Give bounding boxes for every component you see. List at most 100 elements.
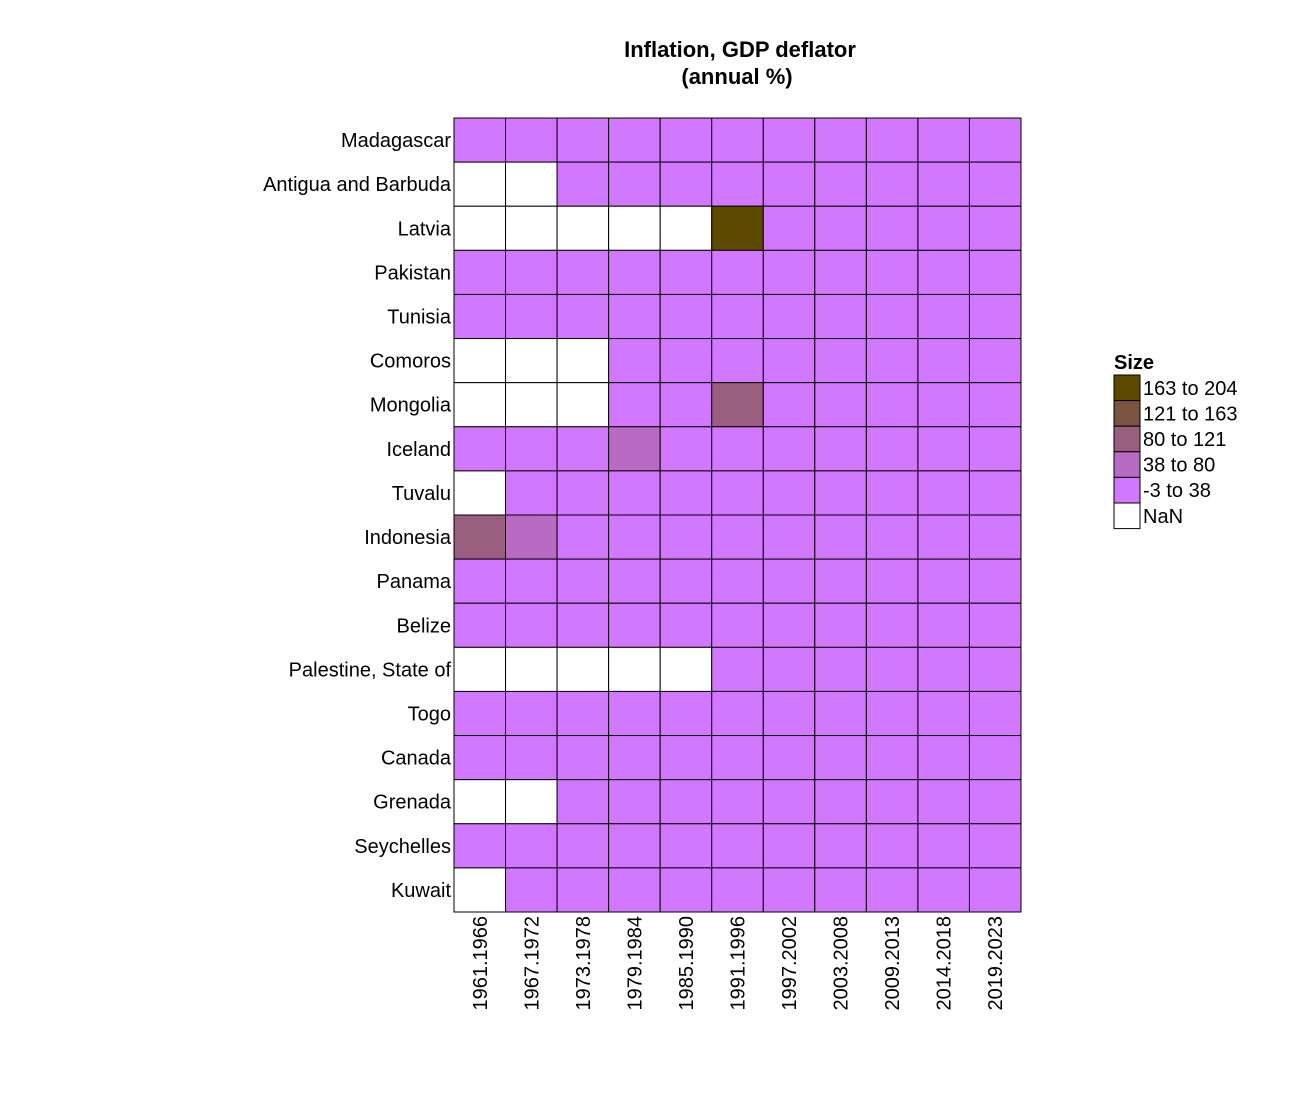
chart-title: Inflation, GDP deflator — [624, 37, 856, 62]
heatmap-cell — [711, 338, 764, 384]
heatmap-cell — [659, 426, 713, 472]
heatmap-cell — [556, 514, 610, 560]
heatmap-cell — [711, 205, 764, 251]
heatmap-cell — [814, 249, 867, 295]
heatmap-cell — [505, 867, 558, 913]
heatmap-cell — [556, 558, 610, 604]
heatmap-cell — [968, 867, 1022, 913]
heatmap-cell — [711, 249, 764, 295]
heatmap-cell — [762, 823, 816, 869]
row-label: Madagascar — [341, 130, 451, 152]
heatmap-cell — [556, 382, 610, 428]
heatmap-cell — [556, 161, 610, 207]
heatmap-cell — [556, 867, 610, 913]
heatmap-cell — [608, 382, 661, 428]
heatmap-cell — [814, 338, 867, 384]
legend-label: 38 to 80 — [1143, 455, 1215, 477]
row-label: Tunisia — [387, 307, 452, 329]
heatmap-cell — [608, 205, 661, 251]
heatmap-cell — [608, 646, 661, 692]
heatmap-cell — [917, 161, 970, 207]
heatmap-cell — [762, 470, 816, 516]
heatmap-cell — [865, 690, 919, 737]
heatmap-cell — [608, 161, 661, 207]
heatmap-cell — [659, 338, 713, 384]
legend-swatch — [1113, 425, 1141, 453]
heatmap-cell — [917, 779, 970, 825]
heatmap-cell — [968, 602, 1022, 648]
heatmap-cell — [865, 602, 919, 648]
row-label: Comoros — [370, 351, 451, 373]
row-labels: Madagascar Antigua and Barbuda Latvia Pakis… — [263, 130, 452, 902]
heatmap-cell — [762, 205, 816, 251]
heatmap-cell — [968, 735, 1022, 781]
heatmap-cell — [505, 293, 558, 340]
heatmap-cell — [711, 646, 764, 692]
heatmap-cell — [814, 823, 867, 869]
heatmap-cell — [608, 426, 661, 472]
heatmap-cell — [814, 382, 867, 428]
heatmap-cell — [608, 249, 661, 295]
heatmap-cell — [865, 249, 919, 295]
heatmap-cell — [608, 867, 661, 913]
row-label: Pakistan — [374, 262, 451, 284]
heatmap-cell — [505, 338, 558, 384]
row-label: Tuvalu — [392, 483, 451, 505]
column-label: 2014.2018 — [934, 916, 956, 1011]
heatmap-cell — [453, 426, 507, 472]
heatmap-cell — [814, 293, 867, 340]
heatmap-cell — [917, 735, 970, 781]
heatmap-cell — [659, 382, 713, 428]
heatmap-cell — [711, 602, 764, 648]
heatmap-cell — [917, 382, 970, 428]
heatmap-cell — [814, 646, 867, 692]
heatmap-cell — [762, 338, 816, 384]
heatmap-cell — [711, 735, 764, 781]
heatmap-cell — [762, 293, 816, 340]
heatmap-cell — [814, 426, 867, 472]
heatmap-cell — [762, 161, 816, 207]
row-label: Mongolia — [370, 395, 452, 417]
heatmap-cell — [711, 426, 764, 472]
heatmap-cell — [917, 646, 970, 692]
heatmap-cell — [453, 338, 507, 384]
heatmap-cell — [865, 558, 919, 604]
heatmap-cell — [505, 470, 558, 516]
heatmap-cell — [968, 338, 1022, 384]
heatmap-cell — [556, 338, 610, 384]
heatmap-cell — [762, 249, 816, 295]
heatmap-cell — [814, 117, 867, 163]
heatmap-cell — [814, 558, 867, 604]
heatmap-cell — [711, 823, 764, 869]
row-label: Panama — [377, 571, 452, 593]
heatmap-cell — [917, 602, 970, 648]
column-label: 1973.1978 — [573, 916, 595, 1011]
heatmap-cell — [659, 646, 713, 692]
heatmap-cell — [865, 205, 919, 251]
row-label: Togo — [408, 704, 451, 726]
heatmap-cell — [608, 735, 661, 781]
heatmap-cell — [659, 558, 713, 604]
heatmap-cell — [453, 735, 507, 781]
heatmap-cell — [762, 779, 816, 825]
heatmap-cell — [968, 382, 1022, 428]
heatmap-cell — [659, 293, 713, 340]
column-label: 1979.1984 — [624, 916, 646, 1011]
heatmap-cell — [453, 161, 507, 207]
heatmap-cell — [453, 867, 507, 913]
heatmap-cell — [608, 602, 661, 648]
heatmap-cell — [917, 823, 970, 869]
heatmap-cell — [762, 735, 816, 781]
row-label: Seychelles — [354, 836, 451, 858]
heatmap-cell — [917, 293, 970, 340]
heatmap-cell — [968, 514, 1022, 560]
heatmap-cell — [453, 205, 507, 251]
heatmap-cell — [762, 558, 816, 604]
heatmap-cell — [453, 470, 507, 516]
heatmap-cell — [659, 117, 713, 163]
heatmap-cell — [659, 823, 713, 869]
heatmap-cell — [608, 558, 661, 604]
heatmap-cell — [917, 249, 970, 295]
heatmap-cell — [814, 867, 867, 913]
heatmap-cell — [762, 867, 816, 913]
